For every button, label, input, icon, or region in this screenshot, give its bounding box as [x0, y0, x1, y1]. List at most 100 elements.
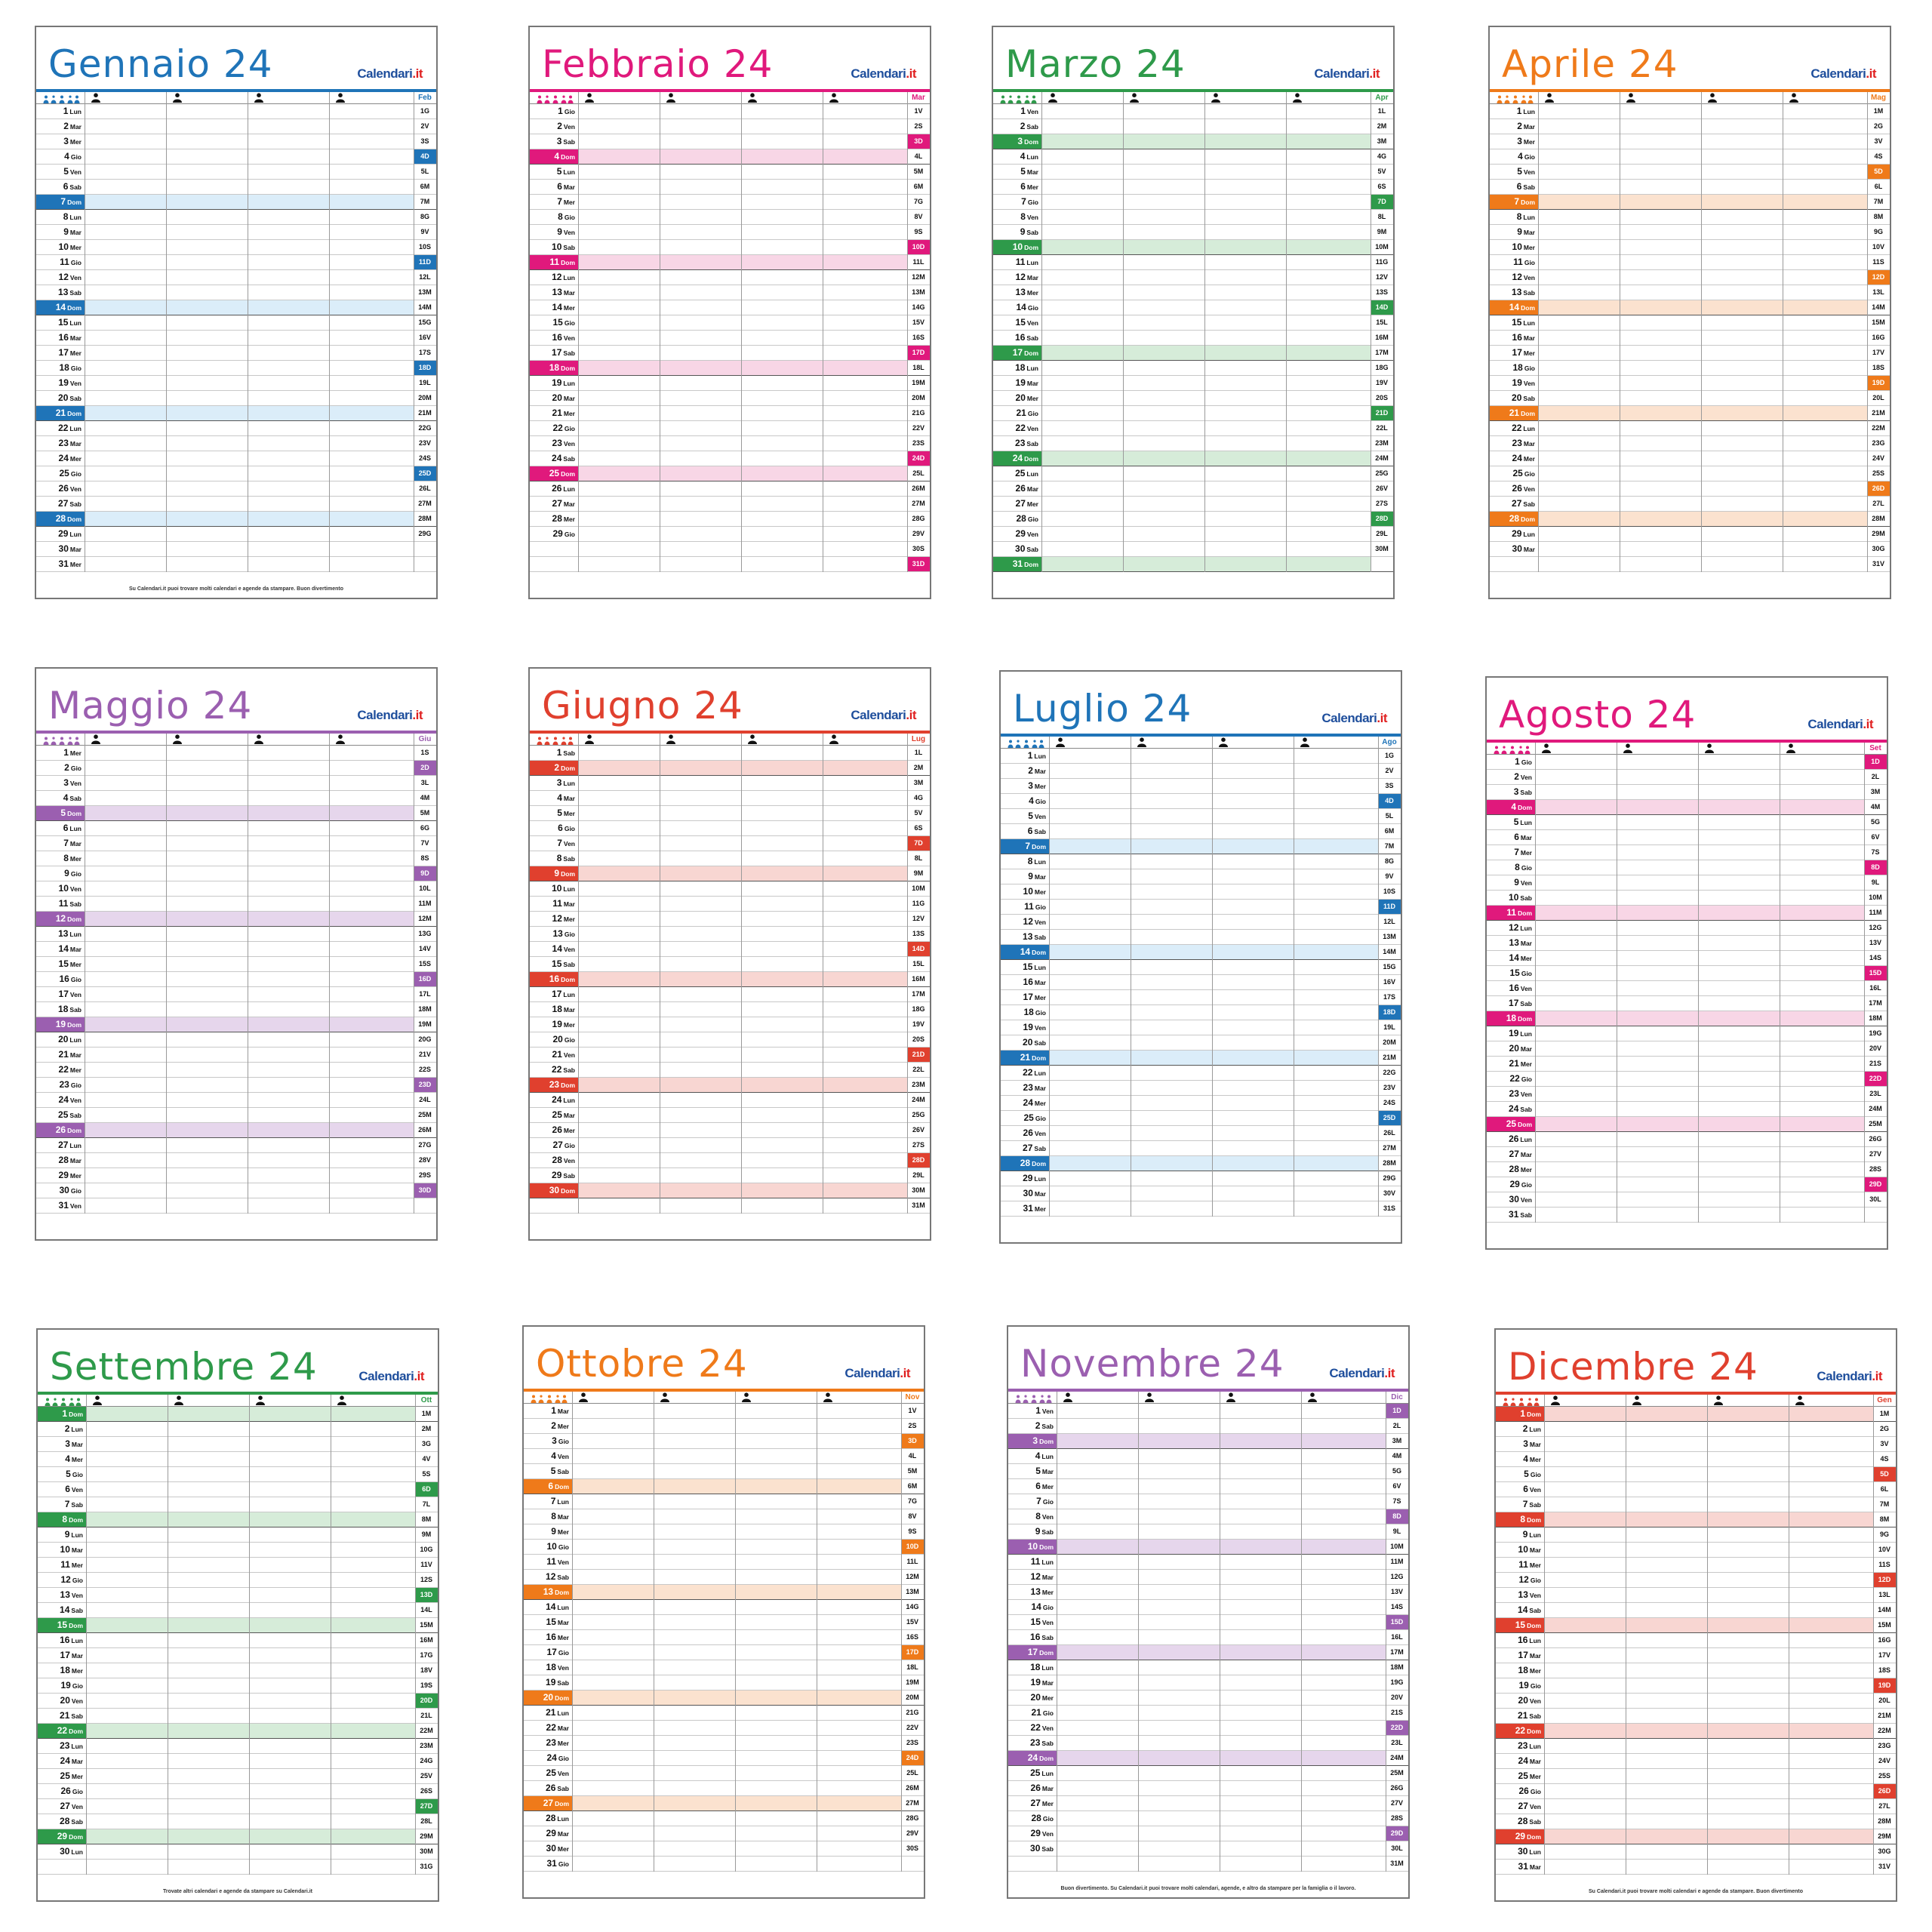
day-row[interactable]: 2 Lun 2M	[38, 1422, 438, 1437]
day-row[interactable]: 27 Sab 27M	[1001, 1141, 1401, 1156]
day-row[interactable]: 29 Ven 29D	[1008, 1826, 1408, 1841]
day-row[interactable]: 23 Mar 23V	[1001, 1081, 1401, 1096]
day-row[interactable]: 30 Sab 30L	[1008, 1841, 1408, 1857]
day-row[interactable]: 30 Lun 30M	[38, 1844, 438, 1860]
day-row[interactable]: 19 Sab 19M	[524, 1675, 924, 1690]
day-row[interactable]: 10 Ven 10L	[36, 881, 436, 897]
day-row[interactable]: 1 Lun 1G	[1001, 749, 1401, 764]
day-row[interactable]: 31 Sab	[1487, 1208, 1887, 1223]
day-row[interactable]: 18 Mar 18G	[530, 1002, 930, 1017]
day-row[interactable]: 31D	[530, 557, 930, 572]
day-row[interactable]: 1 Mer 1S	[36, 746, 436, 761]
day-row[interactable]: 9 Lun 9M	[38, 1527, 438, 1543]
day-row[interactable]: 16 Mer 16S	[524, 1630, 924, 1645]
day-row[interactable]: 23 Mar 23V	[36, 436, 436, 451]
day-row[interactable]: 11 Mer 11V	[38, 1558, 438, 1573]
day-row[interactable]: 11 Mer 11S	[1496, 1558, 1896, 1573]
day-row[interactable]: 15 Mer 15S	[36, 957, 436, 972]
day-row[interactable]: 5 Mer 5V	[530, 806, 930, 821]
day-row[interactable]: 21 Sab 21L	[38, 1709, 438, 1724]
day-row[interactable]: 10 Mer 10S	[36, 240, 436, 255]
day-row[interactable]: 16 Sab 16L	[1008, 1630, 1408, 1645]
day-row[interactable]: 6 Lun 6G	[36, 821, 436, 836]
day-row[interactable]: 16 Ven 16L	[1487, 981, 1887, 996]
day-row[interactable]: 3 Mer 3S	[36, 134, 436, 149]
day-row[interactable]: 5 Ven 5D	[1490, 165, 1890, 180]
day-row[interactable]: 19 Ven 19L	[36, 376, 436, 391]
day-row[interactable]: 9 Dom 9M	[530, 866, 930, 881]
day-row[interactable]: 8 Lun 8M	[1490, 210, 1890, 225]
day-row[interactable]: 2 Mar 2V	[1001, 764, 1401, 779]
day-row[interactable]: 20 Gio 20S	[530, 1032, 930, 1048]
day-row[interactable]: 8 Gio 8D	[1487, 860, 1887, 875]
day-row[interactable]: 27 Mer 27S	[993, 497, 1393, 512]
day-row[interactable]: 10 Dom 10M	[1008, 1540, 1408, 1555]
day-row[interactable]: 11 Dom 11M	[1487, 906, 1887, 921]
day-row[interactable]: 17 Ven 17L	[36, 987, 436, 1002]
day-row[interactable]: 22 Ven 22L	[993, 421, 1393, 436]
day-row[interactable]: 7 Lun 7G	[524, 1494, 924, 1509]
day-row[interactable]: 30 Dom 30M	[530, 1183, 930, 1198]
day-row[interactable]: 4 Sab 4M	[36, 791, 436, 806]
day-row[interactable]: 27 Lun 27G	[36, 1138, 436, 1153]
day-row[interactable]: 5 Lun 5M	[530, 165, 930, 180]
day-row[interactable]: 27 Mar 27M	[530, 497, 930, 512]
day-row[interactable]: 27 Mar 27V	[1487, 1147, 1887, 1162]
day-row[interactable]: 5 Lun 5G	[1487, 815, 1887, 830]
day-row[interactable]: 10 Gio 10D	[524, 1540, 924, 1555]
day-row[interactable]: 30 Ven 30L	[1487, 1192, 1887, 1208]
day-row[interactable]: 30S	[530, 542, 930, 557]
day-row[interactable]: 4 Gio 4D	[1001, 794, 1401, 809]
day-row[interactable]: 7 Dom 7M	[36, 195, 436, 210]
day-row[interactable]: 27 Ven 27L	[1496, 1799, 1896, 1814]
day-row[interactable]: 22 Gio 22D	[1487, 1072, 1887, 1087]
day-row[interactable]: 9 Lun 9G	[1496, 1527, 1896, 1543]
day-row[interactable]: 9 Mar 9V	[36, 225, 436, 240]
day-row[interactable]: 29 Mar 29V	[524, 1826, 924, 1841]
day-row[interactable]: 4 Gio 4D	[36, 149, 436, 165]
day-row[interactable]: 15 Mar 15V	[524, 1615, 924, 1630]
day-row[interactable]: 1 Lun 1M	[1490, 104, 1890, 119]
day-row[interactable]: 18 Lun 18G	[993, 361, 1393, 376]
day-row[interactable]: 16 Lun 16M	[38, 1633, 438, 1648]
day-row[interactable]: 24 Mar 24V	[1496, 1754, 1896, 1769]
day-row[interactable]: 24 Sab 24D	[530, 451, 930, 466]
day-row[interactable]: 9 Mer 9S	[524, 1524, 924, 1540]
day-row[interactable]: 5 Mar 5G	[1008, 1464, 1408, 1479]
day-row[interactable]: 30 Mer 30S	[524, 1841, 924, 1857]
day-row[interactable]: 29 Lun 29G	[36, 527, 436, 542]
day-row[interactable]: 12 Sab 12M	[524, 1570, 924, 1585]
day-row[interactable]: 1 Lun 1G	[36, 104, 436, 119]
day-row[interactable]: 14 Dom 14M	[1001, 945, 1401, 960]
day-row[interactable]: 26 Ven 26D	[1490, 481, 1890, 497]
day-row[interactable]: 23 Ven 23L	[1487, 1087, 1887, 1102]
day-row[interactable]: 31 Mar 31V	[1496, 1860, 1896, 1875]
day-row[interactable]: 14 Ven 14D	[530, 942, 930, 957]
day-row[interactable]: 16 Mar 16V	[1001, 975, 1401, 990]
day-row[interactable]: 11 Gio 11D	[36, 255, 436, 270]
day-row[interactable]: 14 Sab 14L	[38, 1603, 438, 1618]
day-row[interactable]: 16 Dom 16M	[530, 972, 930, 987]
day-row[interactable]: 13 Sab 13M	[36, 285, 436, 300]
day-row[interactable]: 25 Lun 25G	[993, 466, 1393, 481]
day-row[interactable]: 1 Mar 1V	[524, 1404, 924, 1419]
day-row[interactable]: 14 Gio 14D	[993, 300, 1393, 315]
day-row[interactable]: 9 Ven 9S	[530, 225, 930, 240]
day-row[interactable]: 1 Gio 1V	[530, 104, 930, 119]
day-row[interactable]: 16 Lun 16G	[1496, 1633, 1896, 1648]
day-row[interactable]: 20 Ven 20D	[38, 1694, 438, 1709]
day-row[interactable]: 29 Gio 29D	[1487, 1177, 1887, 1192]
day-row[interactable]: 15 Gio 15D	[1487, 966, 1887, 981]
day-row[interactable]: 13 Sab 13L	[1490, 285, 1890, 300]
day-row[interactable]: 14 Mer 14S	[1487, 951, 1887, 966]
day-row[interactable]: 24 Gio 24D	[524, 1751, 924, 1766]
day-row[interactable]: 6 Dom 6M	[524, 1479, 924, 1494]
day-row[interactable]: 11 Gio 11S	[1490, 255, 1890, 270]
day-row[interactable]: 8 Mer 8S	[36, 851, 436, 866]
day-row[interactable]: 3 Ven 3L	[36, 776, 436, 791]
day-row[interactable]: 15 Ven 15L	[993, 315, 1393, 331]
day-row[interactable]: 25 Gio 25S	[1490, 466, 1890, 481]
day-row[interactable]: 24 Dom 24M	[1008, 1751, 1408, 1766]
day-row[interactable]: 24 Dom 24M	[993, 451, 1393, 466]
day-row[interactable]: 3 Dom 3M	[1008, 1434, 1408, 1449]
